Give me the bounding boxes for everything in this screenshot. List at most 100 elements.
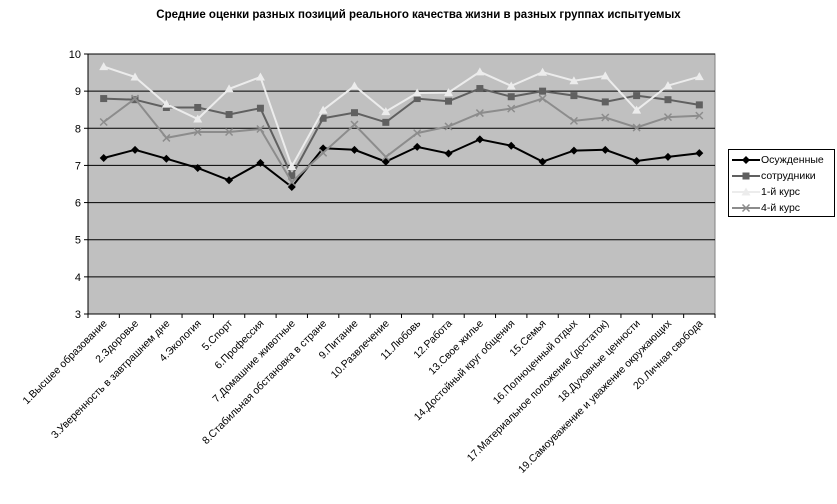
data-point: [413, 95, 421, 103]
legend-item-0: Осужденные: [729, 153, 834, 167]
data-point: [256, 158, 265, 167]
legend-swatch-2: [732, 187, 760, 196]
data-point: [193, 114, 203, 123]
chart-title: Средние оценки разных позиций реального …: [156, 9, 681, 21]
series-3: [99, 94, 704, 187]
data-point: [506, 81, 516, 90]
data-point: [350, 120, 359, 129]
plot-background: [87, 53, 716, 315]
data-point: [539, 87, 547, 95]
data-point: [255, 72, 265, 81]
plot-area: [87, 53, 716, 315]
data-point: [663, 113, 673, 122]
data-point: [287, 162, 297, 171]
data-point: [413, 129, 422, 138]
data-point: [538, 67, 548, 76]
legend-swatch-1: [732, 172, 760, 180]
data-point: [99, 117, 108, 127]
data-point: [444, 122, 453, 131]
y-tick-label: 10: [69, 49, 81, 61]
legend-item-3: 4-й курс: [729, 201, 834, 215]
legend-item-1: сотрудники: [729, 169, 834, 183]
data-point: [507, 141, 516, 150]
data-point: [601, 145, 610, 154]
series-line-0: [103, 138, 700, 189]
series-line-3: [103, 97, 700, 184]
data-point: [287, 178, 296, 187]
data-point: [475, 109, 484, 118]
data-point: [193, 127, 202, 137]
legend-label-0: Осужденные: [761, 154, 824, 166]
series-layer: [99, 62, 704, 191]
y-tick-label: 7: [75, 160, 81, 172]
data-point: [99, 154, 108, 162]
data-point: [161, 99, 171, 108]
y-tick-label: 8: [75, 123, 81, 135]
legend-marker: [741, 203, 751, 213]
y-tick-label: 3: [75, 309, 81, 321]
data-point: [569, 76, 579, 85]
x-tick-label: 13.Свое жилье: [426, 318, 486, 378]
data-point: [319, 148, 328, 157]
data-point: [475, 135, 484, 144]
data-point: [100, 95, 108, 103]
data-point: [130, 72, 140, 81]
data-point: [162, 133, 171, 142]
data-point: [349, 81, 359, 90]
data-point: [193, 164, 202, 173]
data-point: [600, 71, 610, 80]
data-point: [601, 98, 609, 106]
data-point: [225, 111, 233, 119]
series-line-1: [103, 87, 700, 179]
data-point: [382, 118, 390, 126]
data-point: [162, 154, 171, 163]
data-point: [225, 176, 234, 185]
y-tick-label: 4: [75, 272, 81, 284]
data-point: [131, 145, 140, 154]
data-point: [225, 127, 234, 137]
data-point: [632, 123, 641, 132]
y-tick-label: 5: [75, 235, 81, 247]
data-point: [632, 105, 642, 114]
data-point: [350, 145, 359, 154]
legend-label-1: сотрудники: [761, 170, 816, 182]
data-point: [663, 81, 673, 90]
data-point: [476, 85, 484, 93]
data-point: [381, 107, 391, 116]
legend-marker: [741, 187, 751, 196]
data-point: [569, 116, 578, 125]
data-point: [570, 92, 578, 100]
legend-label-2: 1-й курс: [761, 186, 801, 198]
data-point: [633, 92, 641, 100]
y-tick-label: 6: [75, 198, 81, 210]
data-point: [632, 156, 641, 165]
data-point: [319, 114, 327, 122]
data-point: [601, 113, 610, 122]
legend-item-2: 1-й курс: [729, 185, 834, 199]
legend-label-3: 4-й курс: [761, 202, 801, 214]
legend-marker: [742, 172, 750, 180]
data-point: [538, 157, 547, 166]
data-point: [445, 97, 453, 105]
data-point: [475, 67, 485, 76]
data-point: [538, 94, 547, 103]
legend-swatch-0: [732, 156, 760, 164]
data-point: [507, 104, 516, 113]
data-point: [694, 72, 704, 81]
legend-swatch-3: [732, 203, 760, 213]
data-point: [256, 124, 265, 134]
data-point: [288, 172, 296, 180]
series-line-2: [103, 65, 700, 169]
data-point: [350, 109, 358, 117]
data-point: [695, 149, 704, 158]
x-tick-label: 3.Уверенность в завтрашнем дне: [49, 318, 173, 442]
data-point: [224, 84, 234, 93]
y-tick-label: 9: [75, 86, 81, 98]
data-point: [664, 96, 672, 104]
data-point: [318, 105, 328, 114]
data-point: [256, 104, 264, 112]
data-point: [695, 111, 704, 120]
data-point: [381, 152, 390, 161]
data-point: [194, 103, 202, 111]
data-point: [507, 93, 515, 101]
